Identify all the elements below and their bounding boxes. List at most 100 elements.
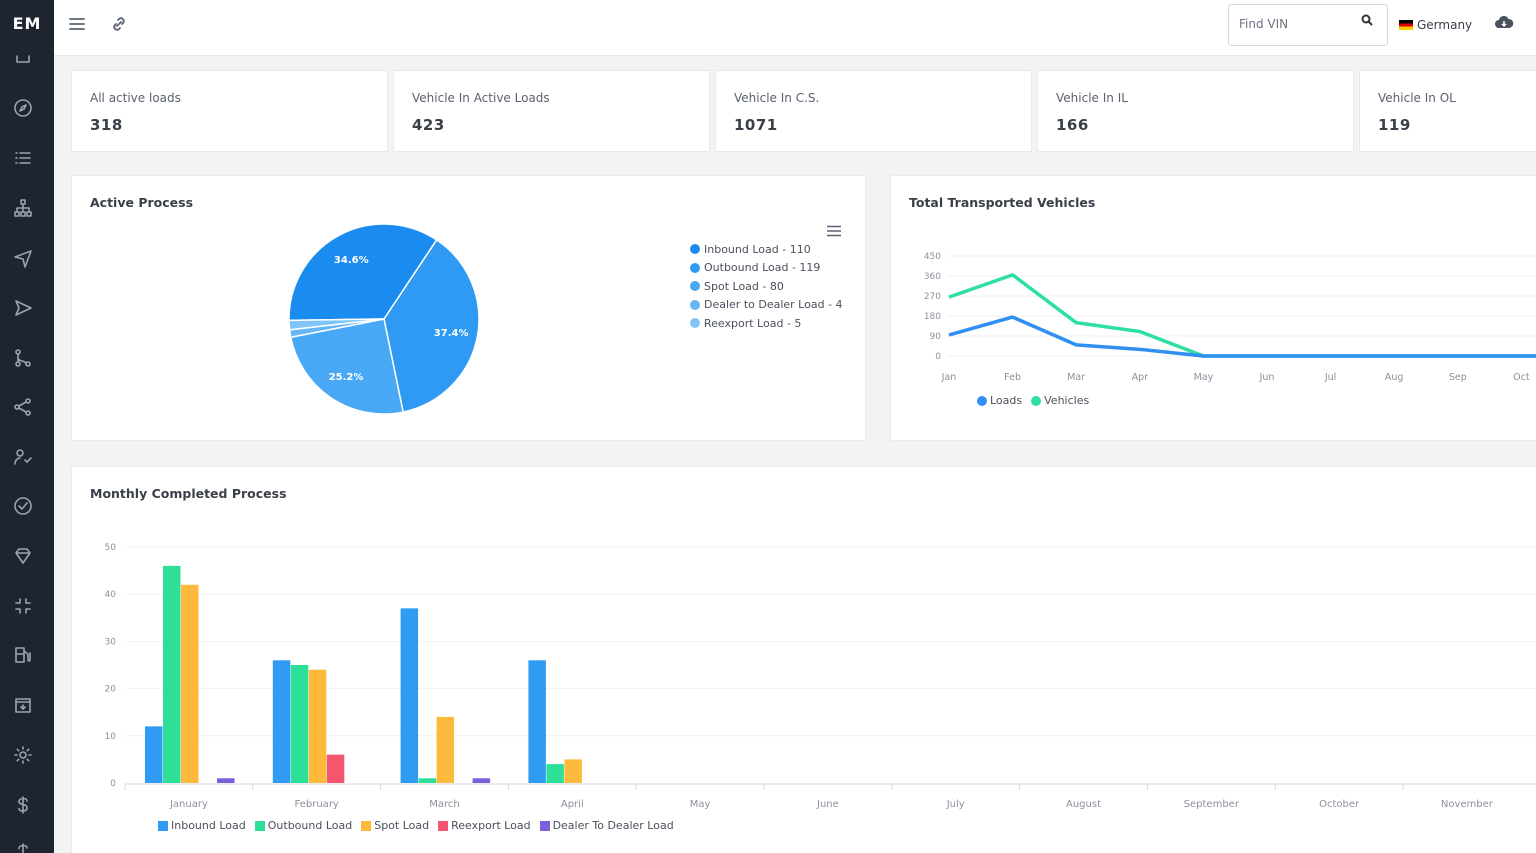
legend-item[interactable]: Vehicles xyxy=(1031,394,1089,407)
x-tick-label: March xyxy=(429,799,459,810)
bar[interactable] xyxy=(528,660,546,783)
stat-value: 318 xyxy=(90,116,123,134)
sitemap-icon[interactable] xyxy=(13,198,33,218)
list-icon[interactable] xyxy=(13,148,33,168)
compress-icon[interactable] xyxy=(13,596,33,616)
vin-search-input[interactable] xyxy=(1239,13,1359,35)
stat-label: Vehicle In Active Loads xyxy=(412,91,550,105)
legend-square-icon xyxy=(539,820,550,831)
legend-item[interactable]: Outbound Load - 119 xyxy=(690,259,843,278)
legend-label: Loads xyxy=(990,394,1023,407)
play-icon[interactable] xyxy=(13,298,33,318)
bar[interactable] xyxy=(472,778,491,783)
legend-square-icon xyxy=(438,820,449,831)
vin-search xyxy=(1228,4,1388,46)
legend-item[interactable]: Inbound Load xyxy=(158,819,246,832)
line-series[interactable] xyxy=(948,315,1536,358)
share-icon[interactable] xyxy=(13,397,33,417)
link-icon[interactable] xyxy=(109,14,129,34)
legend-label: Spot Load xyxy=(374,819,430,832)
stat-value: 119 xyxy=(1378,116,1411,134)
dollar-icon[interactable] xyxy=(13,795,33,815)
bag-icon[interactable] xyxy=(13,52,33,72)
stat-card[interactable]: Vehicle In C.S. 1071 xyxy=(715,70,1032,152)
pie-data-label: 37.4% xyxy=(434,328,469,339)
chart-menu-icon[interactable] xyxy=(826,222,842,237)
legend-dot-icon xyxy=(690,281,700,292)
stat-label: Vehicle In IL xyxy=(1056,91,1128,105)
bar[interactable] xyxy=(290,665,309,783)
stat-card[interactable]: All active loads 318 xyxy=(71,70,388,152)
legend-label: Inbound Load - 110 xyxy=(704,242,811,256)
stat-card[interactable]: Vehicle In Active Loads 423 xyxy=(393,70,710,152)
line-series[interactable] xyxy=(948,273,1536,358)
country-selector[interactable]: Germany xyxy=(1399,17,1472,33)
x-tick-label: August xyxy=(1066,799,1101,810)
legend-item[interactable]: Outbound Load xyxy=(254,819,353,832)
legend-square-icon xyxy=(254,820,265,831)
bar[interactable] xyxy=(546,764,564,783)
monthly-completed-panel: Monthly Completed Process 0 10 20 30 40 50 Jan… xyxy=(71,466,1536,853)
bar[interactable] xyxy=(400,608,419,783)
bar[interactable] xyxy=(272,660,291,783)
legend-label: Dealer to Dealer Load - 4 xyxy=(704,298,843,312)
y-tick-label: 0 xyxy=(110,779,116,789)
x-tick-label: Jul xyxy=(1324,372,1336,383)
legend-dot-icon xyxy=(1031,395,1042,406)
send-icon[interactable] xyxy=(13,248,33,268)
panel-title: Total Transported Vehicles xyxy=(909,195,1096,210)
stat-card[interactable]: Vehicle In OL 119 xyxy=(1359,70,1536,152)
pie-slice[interactable] xyxy=(289,318,405,415)
pie-slice[interactable] xyxy=(383,238,480,413)
bar[interactable] xyxy=(163,565,181,783)
y-tick-label: 30 xyxy=(105,637,117,647)
cloud-download-icon[interactable] xyxy=(1494,14,1514,32)
y-tick-label: 360 xyxy=(924,272,941,282)
bar[interactable] xyxy=(564,759,582,783)
x-tick-label: May xyxy=(1194,372,1214,383)
topbar: Germany xyxy=(54,0,1536,56)
y-tick-label: 450 xyxy=(924,252,941,262)
legend-item[interactable]: Reexport Load - 5 xyxy=(690,314,843,333)
bar[interactable] xyxy=(308,669,327,783)
legend-item[interactable]: Dealer to Dealer Load - 4 xyxy=(690,296,843,315)
legend-dot-icon xyxy=(690,318,700,329)
gas-station-icon[interactable] xyxy=(13,645,33,665)
stat-value: 1071 xyxy=(734,116,778,134)
branch-icon[interactable] xyxy=(13,348,33,368)
archive-icon[interactable] xyxy=(13,695,33,715)
legend-item[interactable]: Loads xyxy=(977,394,1022,407)
legend-label: Outbound Load xyxy=(267,819,353,832)
menu-icon[interactable] xyxy=(67,14,87,34)
bar[interactable] xyxy=(217,778,235,783)
legend-item[interactable]: Spot Load xyxy=(361,819,429,832)
y-tick-label: 180 xyxy=(924,312,941,322)
line-chart: 0 90 180 270 360 450 Jan Feb Mar Apr May Jun Jul Aug S… xyxy=(924,252,1536,383)
legend-item[interactable]: Dealer To Dealer Load xyxy=(539,819,674,832)
bar[interactable] xyxy=(436,716,455,783)
transported-vehicles-panel: Total Transported Vehicles 0 90 180 270 360 4… xyxy=(890,175,1536,441)
pie-slice[interactable] xyxy=(288,223,438,322)
search-icon[interactable] xyxy=(1361,11,1373,26)
legend-item[interactable]: Reexport Load xyxy=(438,819,531,832)
x-tick-label: Sep xyxy=(1449,372,1467,383)
bar[interactable] xyxy=(145,726,163,783)
gear-icon[interactable] xyxy=(13,745,33,765)
diamond-icon[interactable] xyxy=(13,546,33,566)
user-check-icon[interactable] xyxy=(13,447,33,467)
app-logo[interactable]: EM xyxy=(12,14,42,33)
legend-item[interactable]: Spot Load - 80 xyxy=(690,277,843,296)
stat-card[interactable]: Vehicle In IL 166 xyxy=(1037,70,1354,152)
check-circle-icon[interactable] xyxy=(13,496,33,516)
pie-slice[interactable] xyxy=(288,318,385,331)
bar[interactable] xyxy=(326,754,345,783)
bar[interactable] xyxy=(181,584,199,783)
x-tick-label: Mar xyxy=(1067,372,1085,383)
legend-dot-icon xyxy=(690,262,700,273)
dollar-icon[interactable] xyxy=(13,842,33,853)
x-tick-label: June xyxy=(816,799,839,810)
compass-icon[interactable] xyxy=(13,98,33,118)
bar[interactable] xyxy=(418,778,437,783)
legend-item[interactable]: Inbound Load - 110 xyxy=(690,240,843,259)
x-tick-label: September xyxy=(1184,799,1240,810)
